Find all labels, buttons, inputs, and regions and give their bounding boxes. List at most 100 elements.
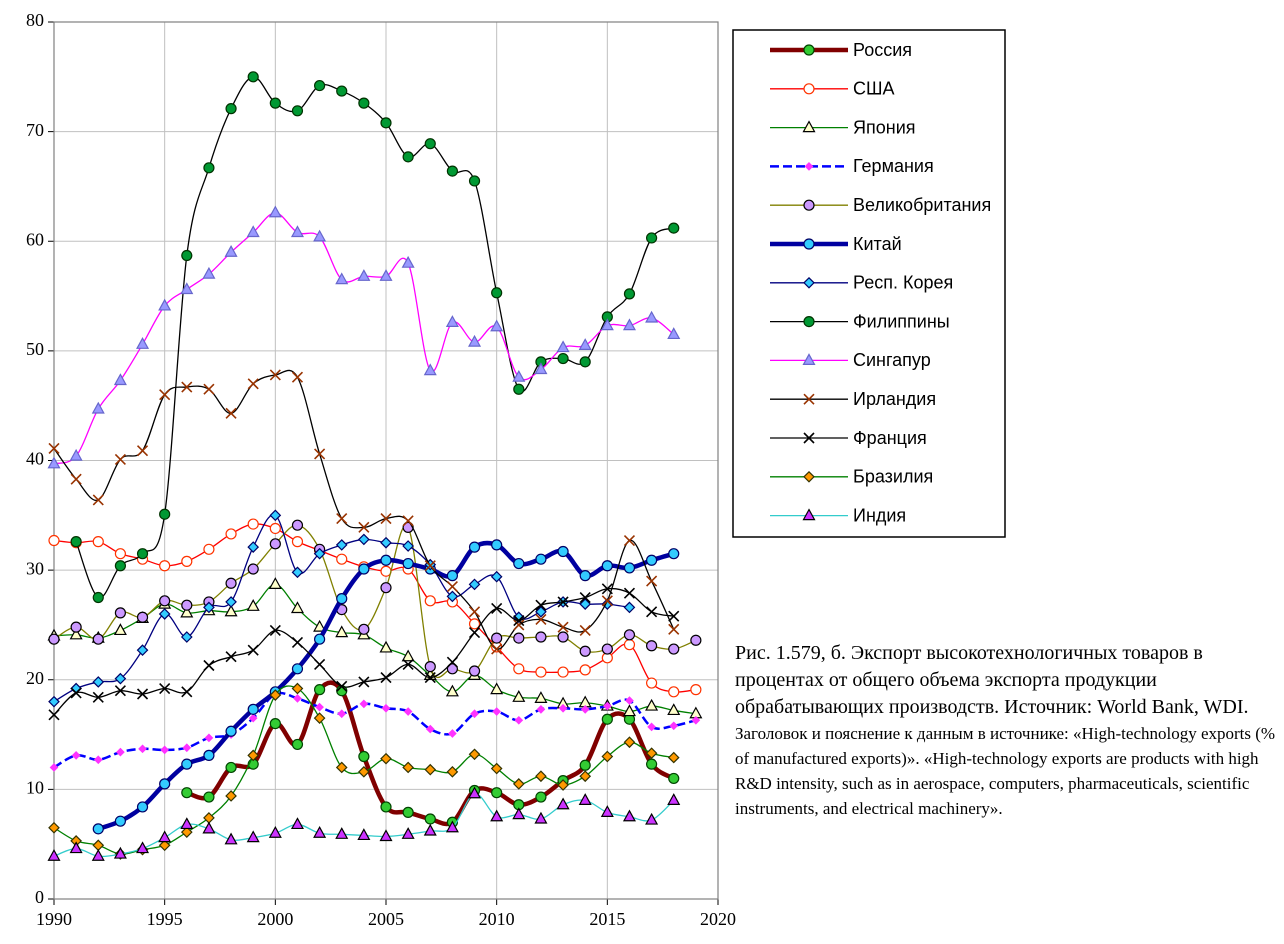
marker: [623, 736, 636, 749]
marker: [113, 623, 127, 636]
marker: [491, 787, 503, 799]
marker: [557, 352, 569, 365]
marker: [313, 229, 327, 242]
marker: [535, 599, 547, 611]
marker: [225, 528, 237, 540]
marker: [314, 79, 326, 92]
marker: [158, 839, 171, 852]
marker: [314, 448, 326, 460]
marker: [335, 539, 348, 551]
marker: [557, 545, 569, 558]
marker: [225, 790, 237, 802]
marker: [468, 748, 481, 761]
marker: [579, 770, 592, 783]
marker: [402, 761, 414, 774]
marker: [535, 613, 547, 626]
marker: [225, 725, 237, 737]
marker: [645, 310, 659, 323]
marker: [114, 685, 126, 697]
marker: [225, 651, 237, 663]
marker: [601, 595, 613, 607]
marker: [691, 715, 701, 725]
marker: [557, 631, 569, 643]
marker: [159, 560, 171, 572]
marker: [492, 707, 502, 716]
marker: [181, 787, 193, 799]
marker: [535, 770, 547, 783]
marker: [514, 715, 524, 725]
marker: [802, 120, 816, 133]
marker: [313, 825, 327, 838]
marker: [647, 722, 656, 732]
marker: [92, 691, 104, 703]
marker: [446, 765, 459, 778]
marker: [668, 643, 680, 655]
marker: [248, 713, 258, 723]
marker: [313, 712, 326, 724]
x-tick-label: 2010: [479, 909, 515, 929]
marker: [336, 593, 348, 605]
marker: [645, 758, 658, 770]
marker: [225, 407, 237, 419]
marker: [180, 817, 194, 830]
marker: [181, 599, 193, 611]
marker: [71, 751, 81, 760]
marker: [337, 709, 347, 719]
marker: [224, 244, 238, 257]
marker: [423, 363, 437, 376]
legend-label: Германия: [853, 156, 934, 176]
marker: [402, 540, 414, 552]
marker: [625, 696, 634, 705]
marker: [336, 85, 348, 97]
marker: [645, 554, 658, 566]
marker: [290, 601, 304, 614]
marker: [380, 671, 392, 684]
marker: [601, 583, 613, 595]
marker: [313, 547, 326, 560]
marker: [623, 639, 636, 651]
marker: [269, 522, 281, 535]
marker: [803, 83, 815, 95]
marker: [535, 553, 547, 565]
marker: [535, 605, 547, 618]
series-line: [53, 691, 697, 769]
marker: [203, 543, 215, 555]
marker: [534, 362, 548, 375]
marker: [513, 557, 525, 570]
marker: [668, 623, 680, 635]
marker: [203, 383, 215, 395]
y-tick-label: 0: [35, 887, 44, 907]
marker: [579, 624, 591, 636]
marker: [335, 827, 349, 839]
marker: [48, 633, 60, 645]
marker: [380, 536, 392, 549]
marker: [557, 621, 569, 633]
marker: [359, 699, 369, 709]
marker: [92, 591, 104, 604]
marker: [203, 749, 215, 761]
marker: [579, 664, 591, 676]
marker: [579, 645, 591, 657]
marker: [513, 383, 525, 395]
marker: [291, 738, 304, 751]
marker: [92, 494, 104, 506]
x-tick-label: 1995: [147, 909, 183, 929]
legend-label: Франция: [853, 428, 927, 448]
marker: [291, 636, 304, 649]
marker: [804, 162, 814, 171]
marker: [424, 813, 436, 825]
marker: [225, 577, 237, 589]
marker: [446, 590, 459, 603]
marker: [380, 582, 392, 594]
marker: [181, 249, 193, 262]
marker: [802, 353, 816, 365]
marker: [645, 698, 659, 711]
marker: [136, 841, 150, 854]
marker: [69, 448, 83, 461]
marker: [536, 705, 546, 714]
marker: [468, 334, 482, 347]
marker: [268, 825, 282, 838]
marker: [358, 97, 370, 109]
